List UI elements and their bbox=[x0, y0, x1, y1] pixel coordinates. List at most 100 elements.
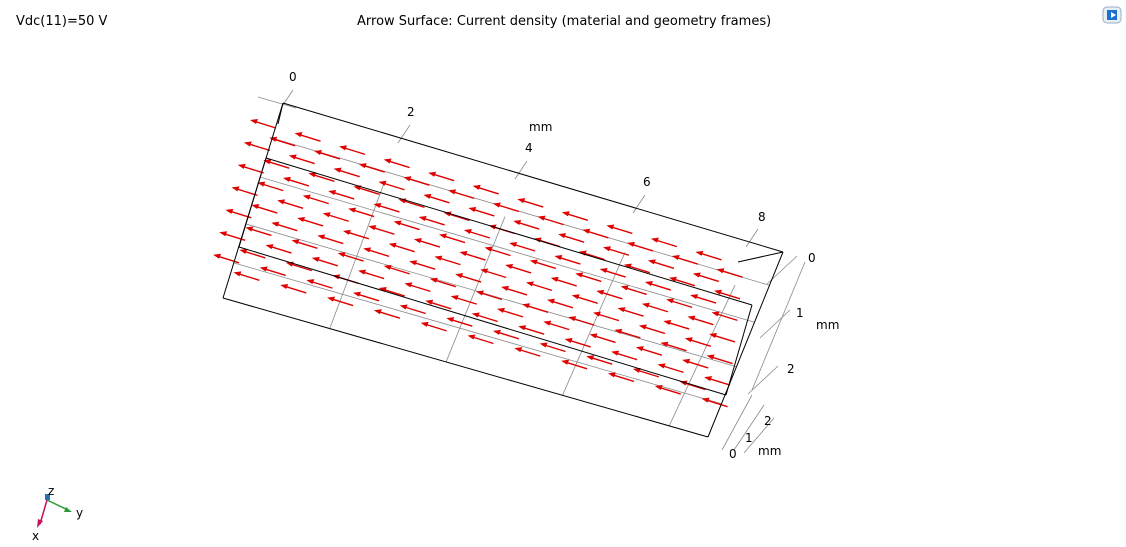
triad-x-arrowhead bbox=[37, 519, 43, 528]
current-density-arrows bbox=[213, 119, 743, 408]
current-density-arrow bbox=[282, 176, 310, 187]
axis-orientation-triad: x y z bbox=[32, 484, 83, 543]
tick-line bbox=[743, 417, 775, 454]
box-edge bbox=[737, 251, 784, 263]
current-density-arrow bbox=[428, 171, 455, 182]
current-density-arrow bbox=[627, 241, 654, 252]
current-density-arrow bbox=[620, 285, 647, 296]
current-density-arrow bbox=[654, 385, 681, 395]
tick-line bbox=[751, 261, 806, 391]
current-density-arrow bbox=[514, 347, 541, 357]
current-density-arrow bbox=[513, 220, 540, 230]
current-density-arrow bbox=[554, 255, 581, 265]
current-density-arrow bbox=[429, 277, 457, 288]
current-density-arrow bbox=[280, 283, 307, 294]
grid-line bbox=[233, 262, 722, 405]
box-edge bbox=[725, 304, 753, 396]
triad-y-axis bbox=[46, 499, 69, 511]
current-density-arrow bbox=[337, 252, 364, 262]
grid-line bbox=[562, 252, 626, 396]
current-density-arrow bbox=[614, 328, 641, 339]
current-density-arrow bbox=[635, 346, 663, 356]
current-density-arrow bbox=[294, 132, 321, 142]
z-axis-ticks: 0 1 2 mm bbox=[787, 251, 839, 376]
current-density-arrow bbox=[306, 279, 333, 289]
current-density-arrow bbox=[505, 263, 532, 274]
current-density-arrow bbox=[695, 250, 722, 261]
current-density-arrow bbox=[589, 333, 616, 344]
view-settings-button[interactable] bbox=[1102, 6, 1122, 24]
current-density-arrow bbox=[690, 294, 717, 304]
tick-line bbox=[759, 309, 791, 339]
tick-line bbox=[257, 96, 297, 109]
current-density-arrow bbox=[413, 238, 441, 248]
current-density-arrow bbox=[393, 220, 420, 231]
current-density-arrow bbox=[311, 256, 339, 267]
view-settings-icon bbox=[1102, 6, 1122, 24]
current-density-arrow bbox=[492, 202, 520, 213]
current-density-arrow bbox=[388, 242, 415, 253]
current-density-arrow bbox=[564, 337, 591, 348]
box-edge bbox=[238, 246, 727, 396]
current-density-arrow bbox=[623, 263, 651, 274]
current-density-arrow bbox=[529, 259, 557, 270]
current-density-arrow bbox=[342, 229, 370, 240]
triad-y-arrowhead bbox=[64, 507, 72, 512]
current-density-arrow bbox=[704, 376, 731, 386]
box-edge bbox=[265, 157, 753, 306]
current-density-arrow bbox=[448, 189, 475, 200]
x-tick-label: 6 bbox=[643, 175, 651, 189]
plot-title: Arrow Surface: Current density (material… bbox=[357, 14, 772, 29]
current-density-arrow bbox=[539, 342, 566, 353]
triad-x-axis bbox=[39, 499, 48, 525]
current-density-arrow bbox=[522, 303, 549, 313]
z-axis-unit: mm bbox=[816, 318, 839, 332]
current-density-arrow bbox=[471, 312, 498, 323]
current-density-arrow bbox=[644, 281, 672, 291]
current-density-arrow bbox=[638, 324, 666, 335]
current-density-arrow bbox=[537, 215, 564, 226]
current-density-arrow bbox=[322, 212, 349, 222]
tick-line bbox=[733, 404, 765, 451]
current-density-arrow bbox=[233, 271, 260, 281]
current-density-arrow bbox=[575, 272, 602, 283]
current-density-arrow bbox=[328, 189, 355, 200]
grid-line bbox=[445, 216, 506, 363]
y-axis-ticks: 0 1 2 mm bbox=[729, 414, 781, 461]
current-density-arrow bbox=[568, 316, 595, 326]
current-density-arrow bbox=[671, 255, 698, 265]
triad-y-label: y bbox=[76, 506, 83, 520]
tick-line bbox=[397, 124, 411, 144]
x-tick-label: 8 bbox=[758, 210, 766, 224]
current-density-arrow bbox=[592, 311, 620, 322]
current-density-arrow bbox=[297, 216, 324, 227]
current-density-arrow bbox=[687, 315, 714, 326]
current-density-arrow bbox=[543, 320, 570, 331]
current-density-arrow bbox=[423, 193, 450, 204]
current-density-arrow bbox=[259, 266, 286, 277]
box-edge bbox=[277, 102, 284, 125]
current-density-arrow bbox=[459, 251, 486, 261]
current-density-arrow bbox=[518, 325, 545, 335]
tick-line bbox=[721, 394, 753, 451]
current-density-arrow bbox=[501, 285, 528, 296]
x-tick-label: 2 bbox=[407, 105, 415, 119]
current-density-arrow bbox=[509, 242, 536, 252]
current-density-arrow bbox=[496, 307, 524, 318]
current-density-arrow bbox=[647, 259, 675, 270]
current-density-arrow bbox=[657, 363, 684, 374]
current-density-arrow bbox=[420, 321, 447, 332]
current-density-arrow bbox=[692, 272, 720, 283]
current-density-arrow bbox=[265, 244, 292, 254]
current-density-arrow bbox=[463, 228, 491, 239]
current-density-arrow bbox=[492, 329, 520, 340]
current-density-arrow bbox=[617, 307, 644, 317]
current-density-arrow bbox=[596, 289, 623, 300]
current-density-arrow bbox=[285, 261, 313, 272]
current-density-arrow bbox=[711, 311, 738, 322]
box-edge bbox=[282, 102, 784, 253]
current-density-arrow bbox=[546, 298, 574, 309]
current-density-arrow bbox=[317, 234, 344, 245]
current-density-arrow bbox=[378, 180, 405, 191]
